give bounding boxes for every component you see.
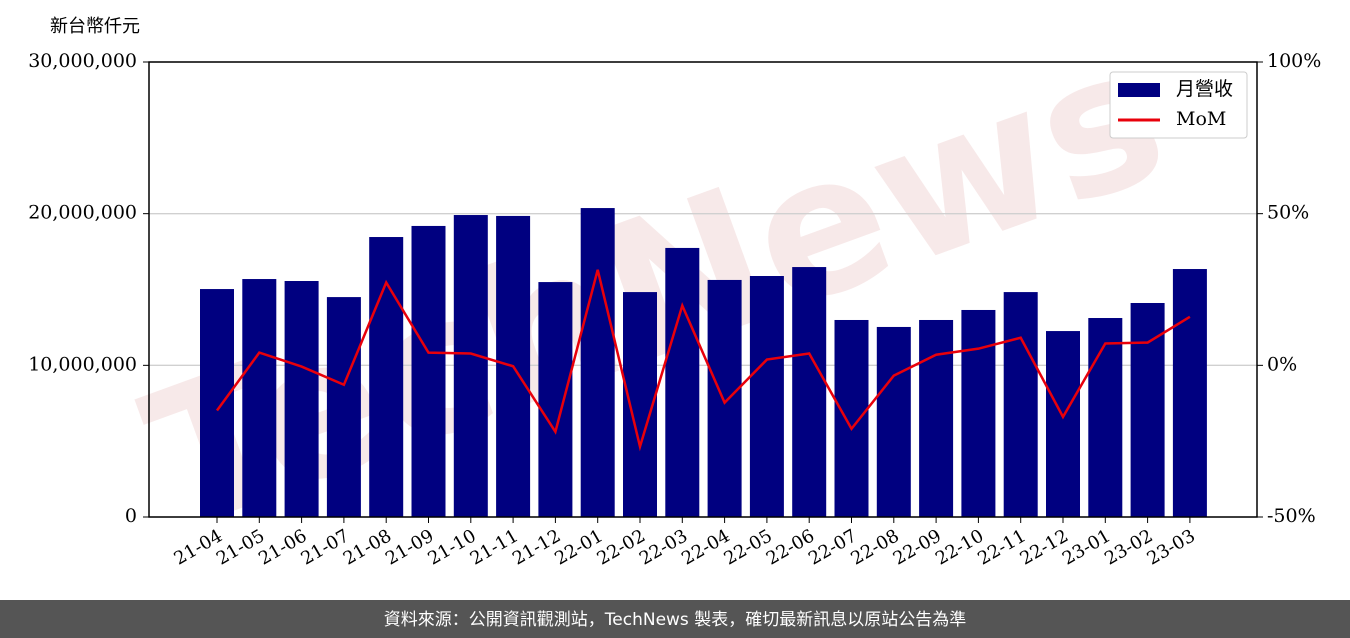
- plot-frame: [148, 61, 1258, 518]
- bar: [1172, 269, 1207, 517]
- footer: 資料來源：公開資訊觀測站，TechNews 製表，確切最新訊息以原站公告為準: [384, 610, 966, 630]
- y-tick-label: 0: [125, 505, 137, 527]
- bar: [1003, 292, 1038, 517]
- bar: [580, 208, 615, 517]
- bar: [453, 215, 488, 517]
- bar: [1130, 302, 1165, 517]
- bar: [961, 309, 996, 517]
- bar: [369, 237, 404, 518]
- y2-tick-label: -50%: [1267, 505, 1316, 527]
- bar: [284, 281, 319, 517]
- legend-label: 月營收: [1176, 78, 1233, 100]
- y2-tick-label: 100%: [1267, 50, 1321, 72]
- x-tick-label: 23-03: [1143, 525, 1198, 569]
- footer-bar: [0, 600, 1350, 638]
- bar: [242, 279, 277, 517]
- bar: [411, 225, 446, 517]
- bar: [792, 267, 827, 517]
- bar: [538, 282, 573, 517]
- y-tick-label: 30,000,000: [28, 50, 137, 72]
- bar: [326, 297, 361, 517]
- bar: [1046, 331, 1080, 517]
- legend-swatch: [1118, 83, 1160, 97]
- y2-tick-label: 50%: [1267, 202, 1309, 224]
- bar: [834, 319, 869, 517]
- y-axis-label: 新台幣仟元: [50, 16, 140, 37]
- legend-label: MoM: [1176, 108, 1226, 130]
- bar: [200, 289, 234, 517]
- y2-tick-label: 0%: [1267, 353, 1297, 375]
- bar: [665, 247, 700, 517]
- y-tick-label: 20,000,000: [28, 202, 137, 224]
- bar: [707, 279, 742, 517]
- bar: [876, 326, 911, 517]
- bar: [749, 276, 784, 517]
- bar: [919, 319, 954, 517]
- line: [215, 269, 1191, 452]
- bar: [1088, 318, 1123, 517]
- y-tick-label: 10,000,000: [28, 353, 137, 375]
